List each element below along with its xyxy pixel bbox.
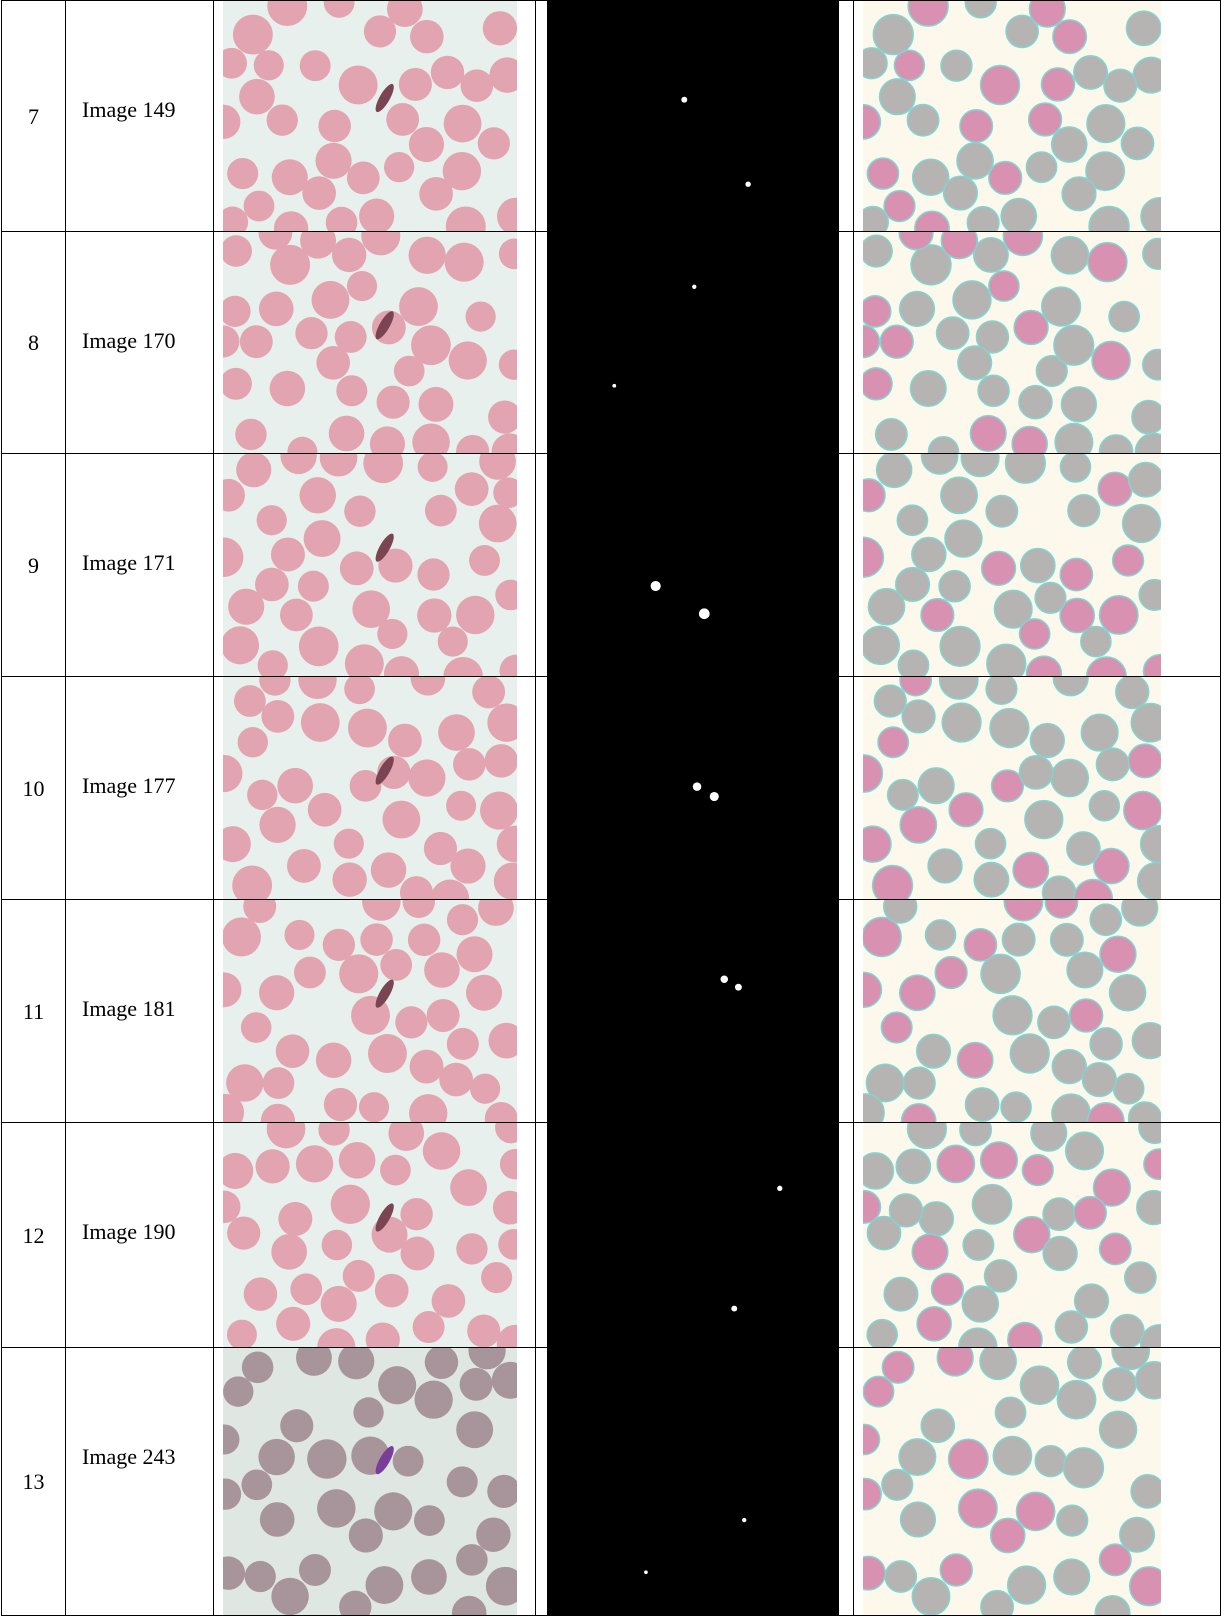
original-image-cell xyxy=(213,1,535,232)
overlay-image-cell xyxy=(853,900,1221,1123)
segmented-image-cell xyxy=(535,900,853,1123)
image-label: Image 177 xyxy=(65,677,213,900)
segmented-image-cell xyxy=(535,1,853,232)
micrograph xyxy=(223,900,517,1123)
image-label: Image 149 xyxy=(65,1,213,232)
micrograph xyxy=(863,900,1161,1123)
overlay-image-cell xyxy=(853,1348,1221,1615)
overlay-image-cell xyxy=(853,677,1221,900)
document: 7Image 1498Image 1709Image 17110Image 17… xyxy=(0,0,1224,1616)
row-number: 12 xyxy=(1,1123,65,1348)
segmented-image-cell xyxy=(535,677,853,900)
micrograph xyxy=(223,1123,517,1348)
micrograph xyxy=(223,454,517,677)
row-number: 11 xyxy=(1,900,65,1123)
image-label: Image 181 xyxy=(65,900,213,1123)
row-number: 8 xyxy=(1,232,65,454)
micrograph xyxy=(547,677,839,900)
micrograph xyxy=(863,1123,1161,1348)
micrograph xyxy=(547,1123,839,1348)
original-image-cell xyxy=(213,1123,535,1348)
row-number: 10 xyxy=(1,677,65,900)
original-image-cell xyxy=(213,232,535,454)
micrograph xyxy=(547,454,839,677)
overlay-image-cell xyxy=(853,1123,1221,1348)
row-number: 13 xyxy=(1,1348,65,1615)
micrograph xyxy=(863,1,1161,232)
micrograph xyxy=(863,677,1161,900)
micrograph xyxy=(863,1348,1161,1615)
segmented-image-cell xyxy=(535,1348,853,1615)
micrograph xyxy=(547,232,839,454)
micrograph xyxy=(223,677,517,900)
original-image-cell xyxy=(213,677,535,900)
micrograph xyxy=(547,900,839,1123)
micrograph xyxy=(223,232,517,454)
segmented-image-cell xyxy=(535,454,853,677)
micrograph xyxy=(863,232,1161,454)
image-label: Image 190 xyxy=(65,1123,213,1348)
overlay-image-cell xyxy=(853,232,1221,454)
overlay-image-cell xyxy=(853,1,1221,232)
row-number: 9 xyxy=(1,454,65,677)
micrograph xyxy=(547,1,839,232)
micrograph xyxy=(223,1,517,232)
row-number: 7 xyxy=(1,1,65,232)
original-image-cell xyxy=(213,454,535,677)
micrograph xyxy=(863,454,1161,677)
image-label: Image 170 xyxy=(65,232,213,454)
segmented-image-cell xyxy=(535,1123,853,1348)
overlay-image-cell xyxy=(853,454,1221,677)
original-image-cell xyxy=(213,1348,535,1615)
image-label: Image 243 xyxy=(65,1348,213,1615)
segmented-image-cell xyxy=(535,232,853,454)
micrograph xyxy=(547,1348,839,1615)
original-image-cell xyxy=(213,900,535,1123)
micrograph xyxy=(223,1348,517,1615)
image-label: Image 171 xyxy=(65,454,213,677)
